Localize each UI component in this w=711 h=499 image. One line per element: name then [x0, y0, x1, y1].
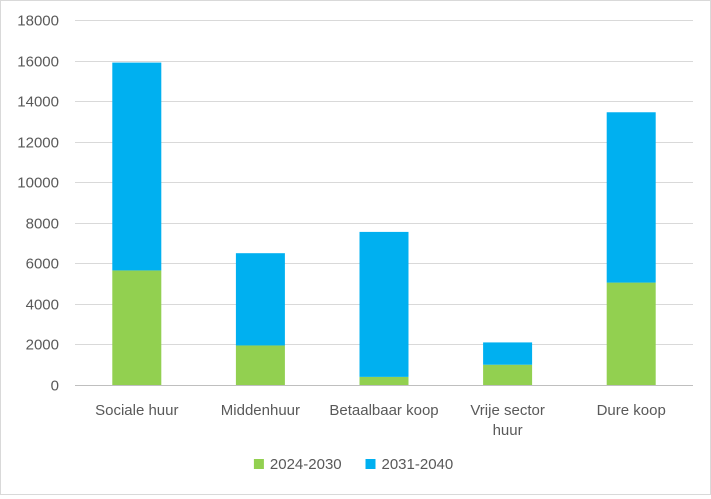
x-axis: Sociale huur Middenhuur Betaalbaar koop Vri…: [95, 402, 666, 439]
legend-label: 2031-2040: [382, 456, 454, 473]
y-tick-label: 6000: [26, 256, 59, 273]
bar-segment-2031-2040: [359, 231, 409, 377]
legend-label: 2024-2030: [270, 456, 342, 473]
y-tick-label: 14000: [17, 94, 59, 111]
y-tick-label: 10000: [17, 175, 59, 192]
bar-segment-2031-2040: [483, 342, 533, 365]
legend-swatch: [253, 459, 264, 469]
bar-segment-2024-2030: [359, 376, 409, 385]
y-tick-label: 16000: [17, 54, 59, 71]
x-category-label: Sociale huur: [95, 402, 178, 419]
bar-segment-2024-2030: [235, 345, 285, 385]
y-axis: 0 2000 4000 6000 8000 10000 12000 14000 16000 180…: [17, 13, 59, 395]
y-tick-label: 2000: [26, 337, 59, 354]
bar-segment-2031-2040: [235, 253, 285, 346]
bar-segment-2031-2040: [606, 112, 656, 283]
y-tick-label: 8000: [26, 216, 59, 233]
bar-segment-2024-2030: [483, 364, 533, 385]
bar-segment-2024-2030: [112, 270, 162, 385]
gridlines: [75, 20, 693, 386]
x-category-label: Middenhuur: [221, 402, 300, 419]
x-category-label: Vrije sector: [470, 402, 544, 419]
bar-segment-2024-2030: [606, 282, 656, 385]
x-category-label: Betaalbaar koop: [329, 402, 438, 419]
bars: [112, 62, 656, 385]
bar-segment-2031-2040: [112, 62, 162, 271]
legend-swatch: [365, 459, 376, 469]
y-tick-label: 18000: [17, 13, 59, 30]
y-tick-label: 0: [51, 378, 59, 395]
x-category-label: Dure koop: [597, 402, 666, 419]
x-category-label: huur: [493, 422, 523, 439]
y-tick-label: 12000: [17, 135, 59, 152]
y-tick-label: 4000: [26, 297, 59, 314]
legend: 2024-2030 2031-2040: [253, 456, 454, 473]
